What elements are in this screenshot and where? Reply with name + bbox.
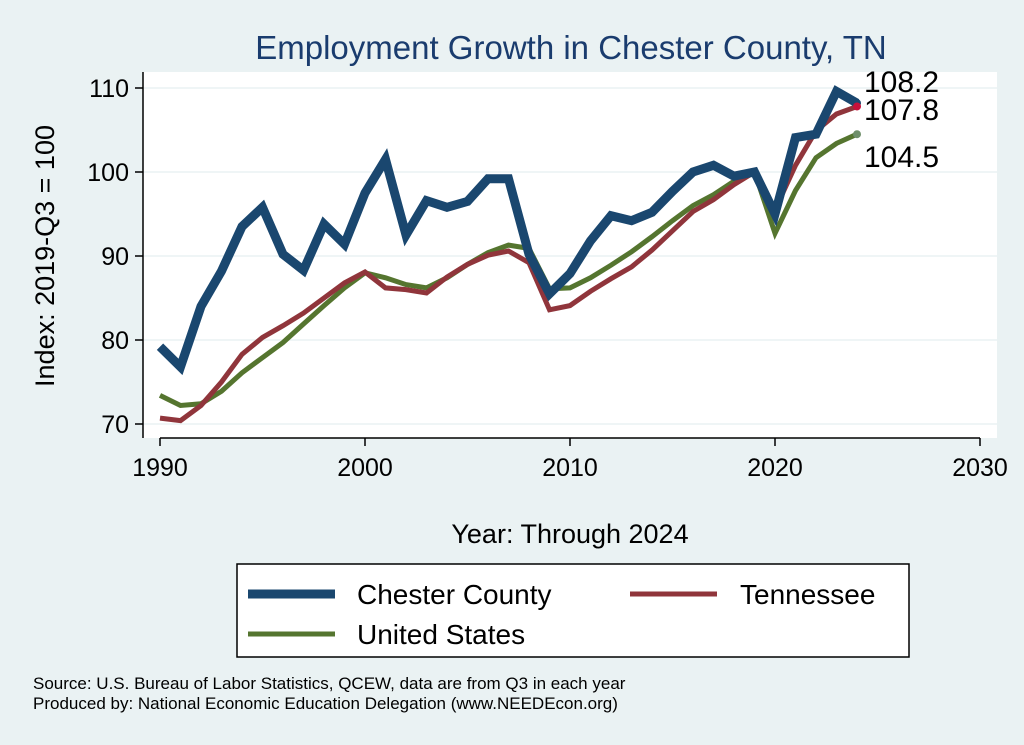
data-series (156, 85, 860, 424)
legend-label: Chester County (357, 579, 552, 610)
source-line-1: Source: U.S. Bureau of Labor Statistics,… (33, 674, 626, 693)
end-value-label: 104.5 (864, 141, 939, 174)
end-point-marker (853, 130, 861, 139)
legend-label: Tennessee (740, 579, 875, 610)
series-line-chester-county (156, 85, 860, 376)
y-tick-label: 100 (87, 159, 129, 187)
x-tick-label: 2030 (952, 454, 1008, 482)
end-point-marker (853, 102, 861, 111)
y-tick-label: 70 (101, 411, 129, 439)
end-value-label: 108.2 (864, 66, 939, 99)
x-tick-label: 2000 (337, 454, 393, 482)
x-tick-label: 2010 (542, 454, 598, 482)
y-tick-label: 110 (89, 75, 129, 103)
y-tick-label: 90 (101, 243, 129, 271)
y-tick-label: 80 (101, 327, 129, 355)
legend: Chester County Tennessee United States (248, 579, 875, 650)
legend-label: United States (357, 619, 525, 650)
source-line-2: Produced by: National Economic Education… (33, 694, 618, 713)
y-axis-label: Index: 2019-Q3 = 100 (30, 125, 60, 387)
x-tick-label: 2020 (747, 454, 803, 482)
series-line-tennessee (159, 104, 858, 424)
axes: 70 80 90 100 110 1990 2000 2010 2020 2030 (87, 72, 1008, 482)
x-tick-label: 1990 (132, 454, 188, 482)
x-axis-label: Year: Through 2024 (451, 519, 688, 549)
legend-box (236, 563, 910, 658)
end-value-label: 107.8 (864, 94, 939, 127)
chart-title: Employment Growth in Chester County, TN (255, 29, 887, 66)
